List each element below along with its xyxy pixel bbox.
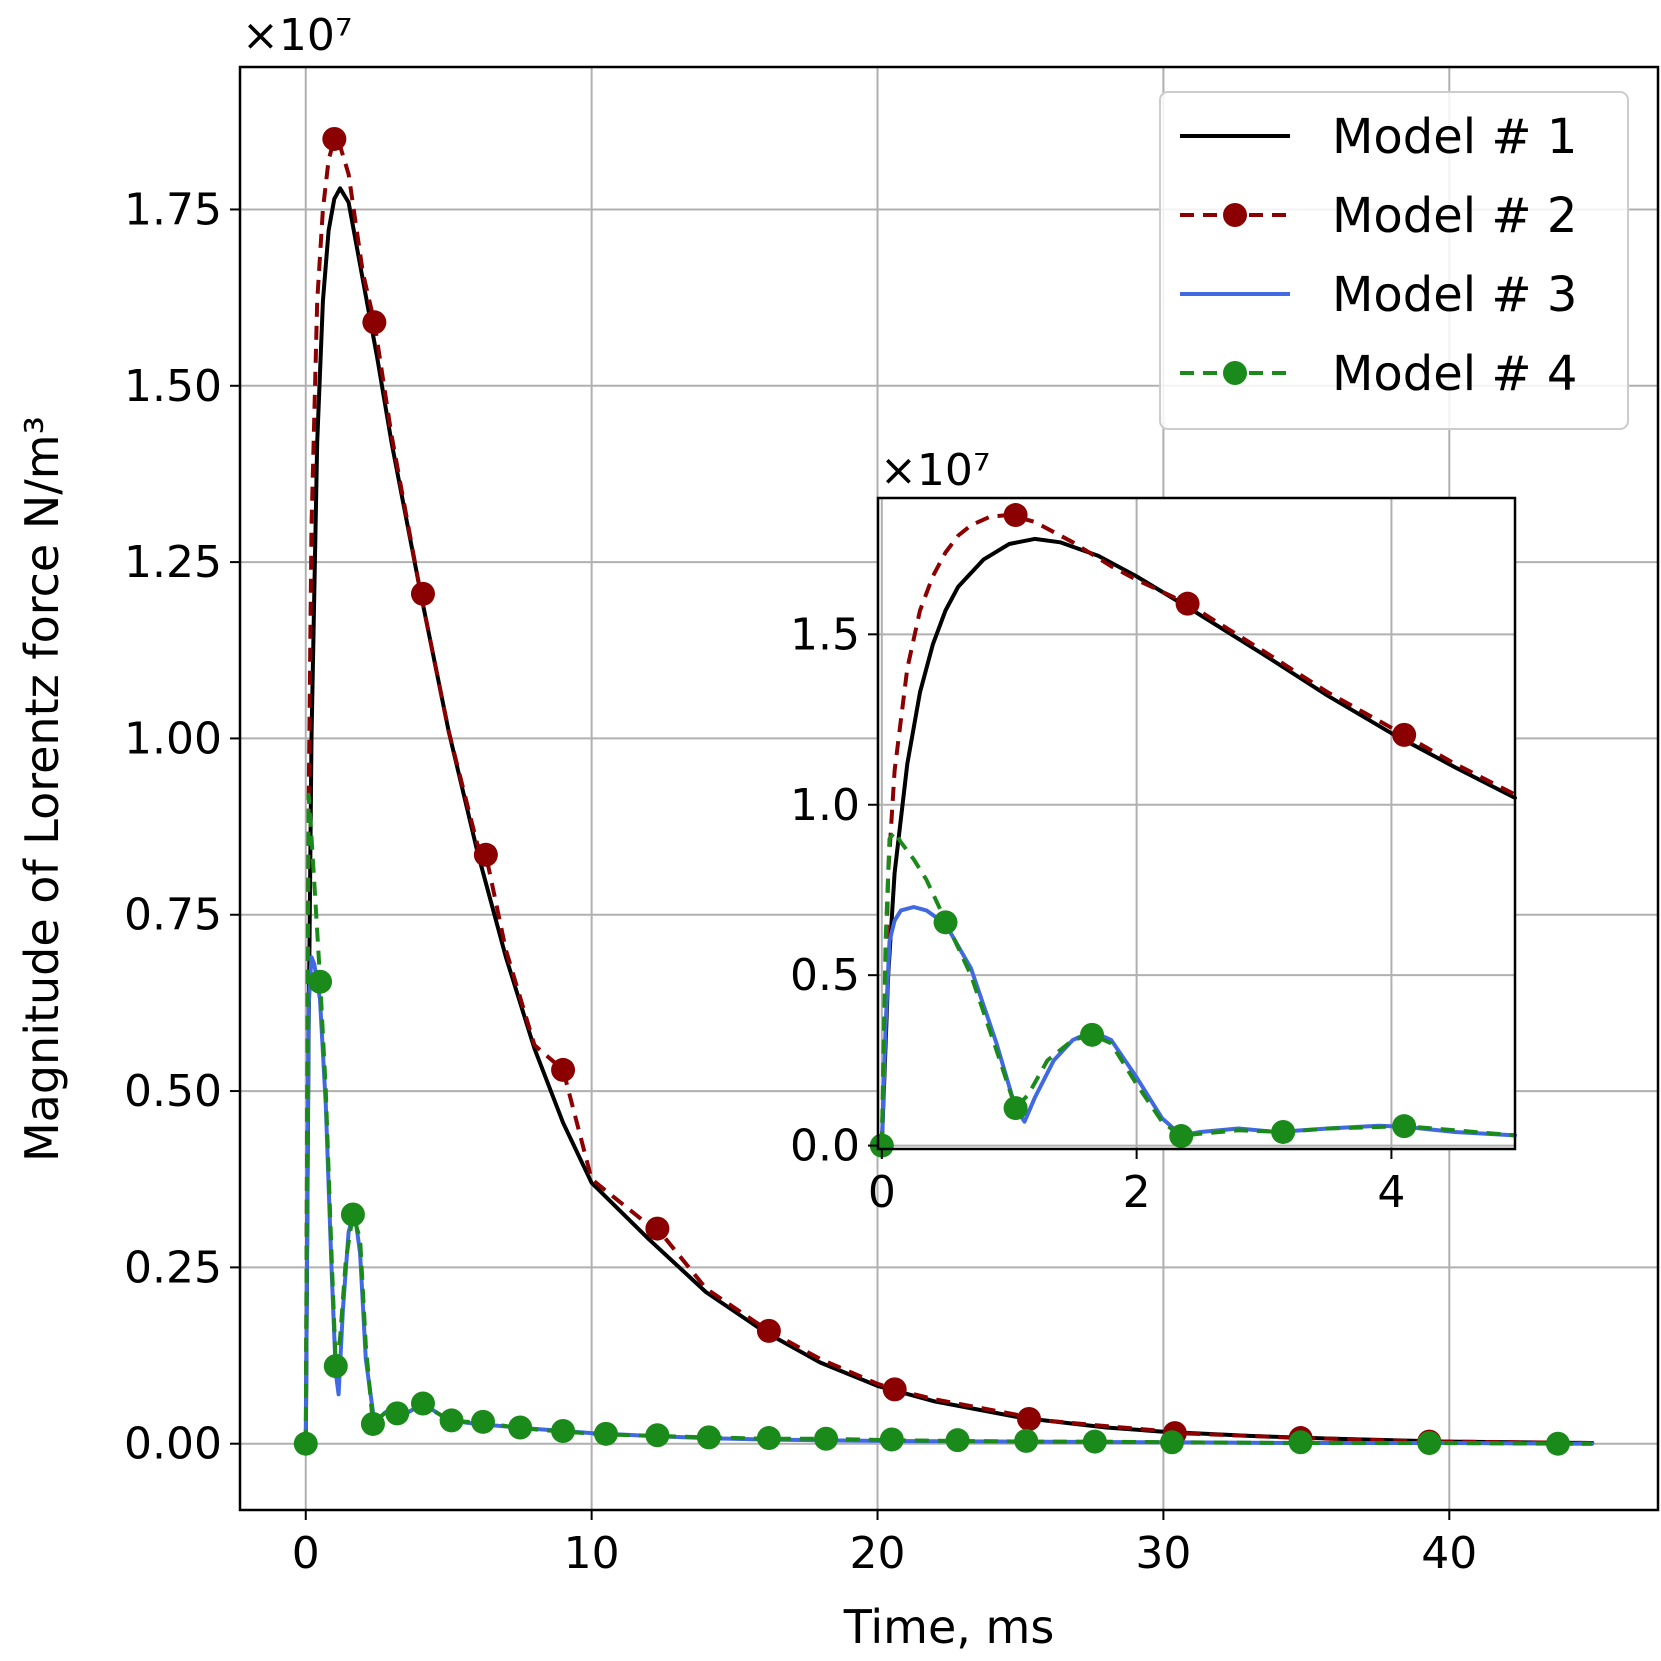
inset-y-tick-label: 0.5 [790,950,860,1001]
main-marker-model-4 [293,1431,318,1456]
main-marker-model-4 [1288,1430,1313,1455]
inset-x-tick-label: 2 [1123,1167,1151,1218]
main-y-tick-label: 0.00 [124,1419,222,1470]
main-marker-model-4 [1014,1428,1039,1453]
inset-axes: 0 2 4 0.0 0.5 1.0 1.5 ×10⁷ [790,445,1517,1218]
main-y-tick-label: 0.50 [124,1066,222,1117]
main-ticks: 0 10 20 30 400.000.250.500.751.001.251.501.7… [124,184,1477,1579]
main-y-tick-label: 1.75 [124,184,222,235]
legend-label-model-1: Model # 1 [1332,109,1577,165]
legend-label-model-3: Model # 3 [1332,267,1577,323]
main-marker-model-2 [362,310,387,335]
main-marker-model-4 [323,1354,348,1379]
main-marker-model-4 [1159,1430,1184,1455]
main-marker-model-4 [756,1426,781,1451]
main-y-tick-label: 0.25 [124,1242,222,1293]
main-marker-model-4 [1082,1429,1107,1454]
main-marker-model-4 [879,1427,904,1452]
main-y-tick-label: 1.00 [124,713,222,764]
inset-grid [878,498,1515,1149]
main-marker-model-4 [308,969,333,994]
main-marker-model-4 [340,1202,365,1227]
main-marker-model-4 [360,1411,385,1436]
main-marker-model-2 [1017,1407,1042,1432]
main-y-tick-label: 1.50 [124,361,222,412]
inset-axes-frame [876,496,1517,1151]
inset-marker-model-4 [1003,1096,1028,1121]
inset-marker-model-2 [1175,591,1200,616]
inset-x-tick-label: 0 [868,1167,896,1218]
main-marker-model-4 [1417,1430,1442,1455]
inset-marker-model-2 [1392,722,1417,747]
main-y-offset-label: ×10⁷ [242,10,353,61]
main-x-tick-label: 40 [1421,1528,1477,1579]
main-marker-model-2 [322,126,347,151]
main-x-tick-label: 30 [1135,1528,1191,1579]
inset-marker-model-4 [869,1133,894,1158]
main-marker-model-4 [385,1401,410,1426]
main-marker-model-2 [410,581,435,606]
inset-marker-model-4 [1392,1114,1417,1139]
inset-markers [869,503,1417,1158]
inset-series-line-model-4 [879,830,1516,1146]
inset-ticks: 0 2 4 0.0 0.5 1.0 1.5 [790,609,1405,1218]
legend: Model # 1 Model # 2 Model # 3 Model # 4 [1159,91,1629,430]
inset-y-tick-label: 1.0 [790,780,860,831]
main-marker-model-2 [473,842,498,867]
main-marker-model-4 [696,1425,721,1450]
legend-entries: Model # 1 Model # 2 Model # 3 Model # 4 [1180,109,1577,402]
main-marker-model-2 [882,1377,907,1402]
inset-x-tick-label: 4 [1377,1167,1405,1218]
main-x-tick-label: 0 [292,1528,320,1579]
main-marker-model-4 [1545,1431,1570,1456]
main-marker-model-2 [645,1216,670,1241]
legend-label-model-4: Model # 4 [1332,346,1577,402]
main-x-axis-title: Time, ms [843,1600,1055,1654]
main-markers [293,126,1570,1456]
main-marker-model-4 [645,1423,670,1448]
main-marker-model-4 [593,1421,618,1446]
main-marker-model-2 [756,1318,781,1343]
inset-series [879,513,1517,1148]
main-marker-model-4 [508,1415,533,1440]
main-axes-frame [238,65,1660,1512]
main-marker-model-4 [551,1419,576,1444]
inset-series-line-model-3 [879,905,1517,1148]
legend-marker-model-2 [1223,203,1247,227]
inset-series-line-model-1 [879,536,1517,1148]
legend-label-model-2: Model # 2 [1332,188,1577,244]
inset-y-tick-label: 0.0 [790,1121,860,1172]
main-marker-model-4 [410,1391,435,1416]
main-y-tick-label: 0.75 [124,890,222,941]
legend-frame [1159,91,1629,430]
main-y-tick-label: 1.25 [124,537,222,588]
main-marker-model-4 [814,1426,839,1451]
inset-marker-model-4 [933,910,958,935]
main-marker-model-2 [551,1057,576,1082]
inset-marker-model-4 [1169,1124,1194,1149]
inset-marker-model-4 [1080,1022,1105,1047]
main-marker-model-4 [471,1409,496,1434]
inset-marker-model-2 [1003,503,1028,528]
legend-marker-model-4 [1223,361,1247,385]
inset-y-tick-label: 1.5 [790,609,860,660]
main-x-tick-label: 10 [564,1528,620,1579]
main-marker-model-4 [439,1408,464,1433]
main-x-tick-label: 20 [850,1528,906,1579]
inset-marker-model-4 [1271,1119,1296,1144]
main-y-axis-title: Magnitude of Lorentz force N/m³ [15,416,69,1162]
inset-y-offset-label: ×10⁷ [880,445,991,496]
main-marker-model-4 [945,1428,970,1453]
